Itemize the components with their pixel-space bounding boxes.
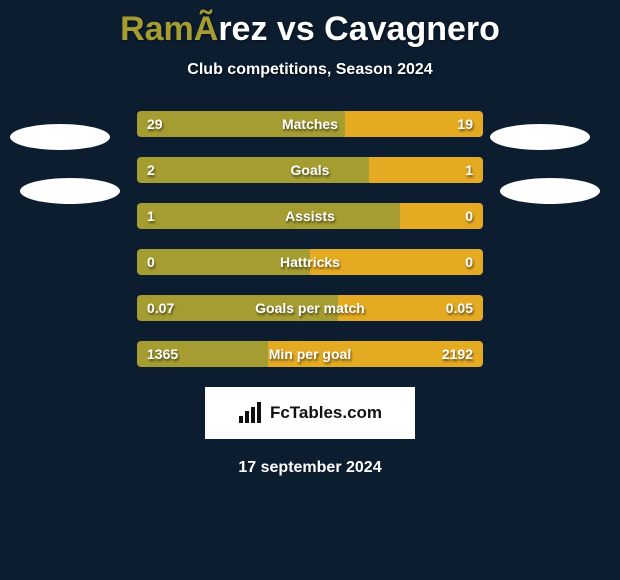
stat-value-right: 0.05: [446, 295, 473, 321]
fctables-logo: FcTables.com: [205, 387, 415, 439]
stat-value-right: 2192: [442, 341, 473, 367]
title-player1-accent: Ã: [194, 10, 219, 48]
stat-value-right: 0: [465, 249, 473, 275]
player-badge-ellipse: [500, 178, 600, 204]
stat-row: 29Matches19: [137, 111, 483, 137]
stats-container: 29Matches192Goals11Assists00Hattricks00.…: [137, 111, 483, 367]
stat-row: 0Hattricks0: [137, 249, 483, 275]
player-badge-ellipse: [10, 124, 110, 150]
player-badge-ellipse: [490, 124, 590, 150]
logo-text: FcTables.com: [270, 403, 382, 423]
stat-label: Matches: [137, 111, 483, 137]
title-rest: rez vs Cavagnero: [218, 10, 500, 48]
page-title: RamÃrez vs Cavagnero: [0, 0, 620, 49]
stat-row: 1Assists0: [137, 203, 483, 229]
date-text: 17 september 2024: [0, 459, 620, 477]
stat-row: 1365Min per goal2192: [137, 341, 483, 367]
stat-row: 0.07Goals per match0.05: [137, 295, 483, 321]
stat-value-right: 19: [457, 111, 473, 137]
stat-row: 2Goals1: [137, 157, 483, 183]
stat-value-right: 1: [465, 157, 473, 183]
stat-label: Goals: [137, 157, 483, 183]
player-badge-ellipse: [20, 178, 120, 204]
stat-label: Assists: [137, 203, 483, 229]
subtitle: Club competitions, Season 2024: [0, 61, 620, 79]
stat-label: Hattricks: [137, 249, 483, 275]
title-player1: Ram: [120, 10, 194, 48]
bars-icon: [238, 402, 264, 424]
stat-label: Goals per match: [137, 295, 483, 321]
stat-label: Min per goal: [137, 341, 483, 367]
stat-value-right: 0: [465, 203, 473, 229]
